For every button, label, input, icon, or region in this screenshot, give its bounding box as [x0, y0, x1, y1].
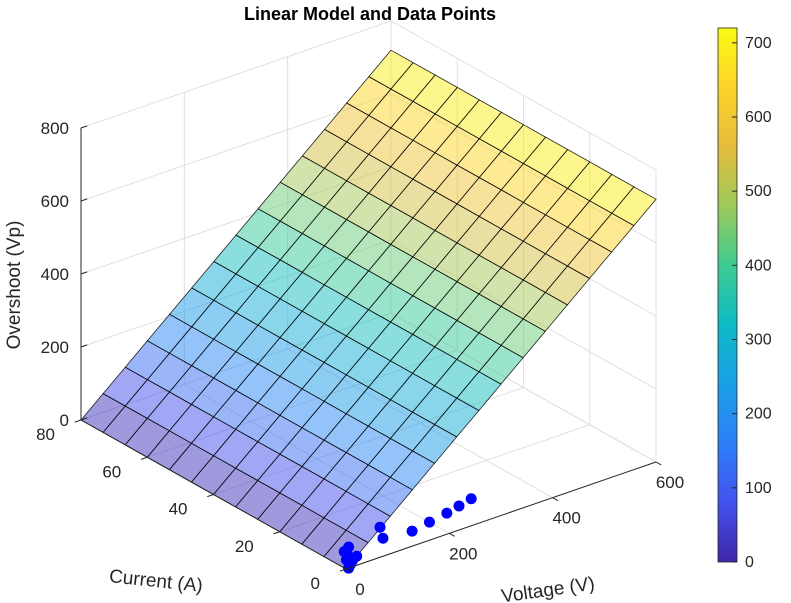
y-tick-label: 40 [169, 500, 188, 519]
colorbar-ticks: 0 100 200 300 400 500 600 700 [732, 35, 772, 571]
z-tick-label: 200 [41, 338, 69, 357]
z-tick [80, 125, 88, 129]
z-tick-label: 0 [60, 411, 69, 430]
x-tick [449, 532, 455, 537]
y-axis-label: Current (A) [108, 566, 204, 597]
z-tick-label: 400 [41, 265, 69, 284]
data-point [340, 554, 352, 566]
z-tick [80, 271, 88, 275]
x-tick-label: 0 [355, 580, 364, 599]
y-tick [74, 419, 82, 423]
data-point [465, 493, 477, 505]
z-axis-label: Overshoot (Vp) [4, 221, 25, 350]
grid-line [80, 20, 392, 129]
y-tick [339, 568, 347, 572]
colorbar-tick-label: 0 [745, 554, 754, 571]
x-tick-label: 400 [552, 509, 580, 528]
surface-mesh [80, 49, 657, 570]
data-points [338, 493, 477, 574]
z-tick-label: 800 [41, 119, 69, 138]
x-axis-label: Voltage (V) [500, 574, 596, 603]
y-tick-label: 60 [102, 462, 121, 481]
colorbar-tick-label: 700 [745, 35, 772, 52]
data-point [423, 516, 435, 528]
z-tick [80, 344, 88, 348]
x-tick [345, 568, 352, 573]
colorbar-tick-label: 500 [745, 183, 772, 200]
colorbar-tick-label: 100 [745, 480, 772, 497]
x-tick-label: 200 [449, 544, 477, 563]
z-tick-label: 600 [41, 192, 69, 211]
x-tick-label: 600 [656, 473, 684, 492]
colorbar-tick-label: 200 [745, 406, 772, 423]
data-point [343, 541, 355, 553]
surface-patch [368, 49, 414, 90]
y-tick-label: 20 [235, 537, 254, 556]
x-tick [552, 497, 559, 502]
colorbar-tick-label: 600 [745, 109, 772, 126]
x-tick [655, 461, 662, 466]
grid-line [390, 20, 657, 171]
y-tick-label: 80 [36, 425, 55, 444]
y-tick [140, 456, 148, 460]
z-tick [80, 417, 88, 421]
data-point [377, 532, 389, 544]
y-tick [207, 494, 214, 498]
colorbar-tick-label: 400 [745, 257, 772, 274]
colorbar-tick-label: 300 [745, 332, 772, 349]
data-point [374, 521, 386, 533]
z-tick [80, 198, 88, 202]
y-tick [273, 531, 280, 535]
chart-title: Linear Model and Data Points [244, 4, 496, 24]
colorbar-bar [717, 27, 738, 563]
data-point [453, 500, 465, 512]
y-tick-label: 0 [311, 574, 320, 593]
axis-line [345, 461, 657, 570]
colorbar: 0 100 200 300 400 500 600 700 [717, 27, 772, 571]
data-point [406, 525, 418, 537]
data-point [351, 550, 363, 562]
data-point [441, 507, 453, 519]
